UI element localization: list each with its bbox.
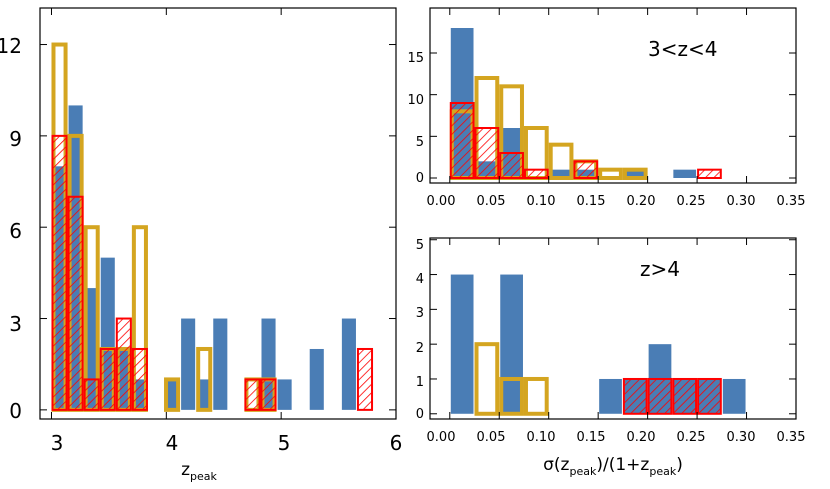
red-hatched-bar (51, 134, 68, 411)
blue-bar (277, 379, 292, 410)
x-tick-label: 0.35 (777, 194, 806, 209)
blue-bar (181, 318, 196, 410)
gold-bar (499, 376, 524, 416)
y-tick-label: 1 (416, 375, 424, 390)
x-tick-label: 0.00 (427, 430, 456, 445)
y-tick-label: 12 (0, 34, 22, 58)
left-panel: 3 4 5 6 0 3 6 9 12 zpeak (0, 7, 403, 483)
red-hatched-bar (131, 347, 148, 411)
blue-bar (500, 274, 523, 414)
x-tick-label: 0.30 (727, 194, 756, 209)
red-hatched-bar (573, 160, 599, 179)
red-hatched-bar (647, 377, 673, 415)
blue-bar (213, 318, 228, 410)
x-tick-label: 5 (278, 431, 291, 455)
x-tick-label: 0.35 (777, 430, 806, 445)
y-tick-label: 3 (9, 312, 22, 336)
blue-bar (722, 378, 746, 414)
bottom-right-axes-frame (429, 237, 797, 420)
blue-bar (309, 348, 324, 410)
blue-bar (549, 169, 573, 178)
blue-bar (623, 169, 647, 178)
gold-bar (196, 346, 213, 412)
left-ticks (40, 8, 397, 419)
red-hatched-bar (99, 347, 116, 411)
left-x-axis-label: zpeak (181, 460, 217, 483)
x-tick-label: 0.10 (527, 430, 556, 445)
top-right-panel: 3<z<4 0 5 10 15 0.00 0.05 0.10 0.15 0.20… (407, 7, 806, 209)
x-tick-label: 0.10 (527, 194, 556, 209)
red-hatched-bar (622, 377, 648, 415)
x-tick-label: 0.25 (677, 194, 706, 209)
left-bars (51, 42, 374, 412)
y-tick-label: 9 (9, 127, 22, 151)
y-tick-label: 3 (416, 306, 424, 321)
bottom-right-annotation: z>4 (640, 257, 680, 281)
left-axes-frame (39, 7, 397, 420)
red-hatched-bar (523, 168, 549, 180)
bottom-right-panel: z>4 0 1 2 3 4 5 0.00 0.05 0.10 0.15 0.20… (416, 237, 806, 478)
blue-bar (599, 378, 622, 414)
y-tick-label: 2 (416, 341, 424, 356)
red-hatched-bar (499, 152, 524, 179)
blue-bar (673, 169, 697, 178)
x-tick-label: 0.05 (477, 430, 506, 445)
red-hatched-bar (697, 377, 722, 415)
x-tick-label: 4 (166, 431, 179, 455)
left-x-ticklabels: 3 4 5 6 (51, 431, 403, 455)
red-hatched-bar (244, 378, 261, 411)
y-tick-label: 6 (9, 219, 22, 243)
bottom-right-y-ticklabels: 0 1 2 3 4 5 (416, 238, 424, 422)
red-hatched-bar (67, 195, 84, 411)
blue-bar (450, 274, 474, 414)
top-right-annotation: 3<z<4 (648, 37, 717, 61)
x-tick-label: 0.20 (627, 430, 656, 445)
x-tick-label: 0.15 (577, 194, 606, 209)
red-hatched-bar (356, 347, 374, 411)
gold-bar (548, 142, 574, 181)
blue-bar (341, 318, 356, 410)
x-tick-label: 6 (390, 431, 403, 455)
top-right-x-ticklabels: 0.00 0.05 0.10 0.15 0.20 0.25 0.30 0.35 (427, 194, 806, 209)
gold-bar (622, 167, 648, 181)
y-tick-label: 5 (416, 135, 424, 150)
blue-bar (165, 379, 180, 410)
y-tick-label: 4 (416, 272, 424, 287)
y-tick-label: 0 (9, 399, 22, 423)
y-tick-label: 0 (416, 407, 424, 422)
left-y-ticklabels: 0 3 6 9 12 (0, 34, 22, 423)
red-hatched-bar (697, 168, 722, 180)
y-tick-label: 15 (407, 51, 424, 66)
gold-bar (598, 167, 623, 181)
bottom-right-bars (450, 274, 746, 416)
red-hatched-bar (83, 378, 100, 411)
bottom-right-ticks (430, 238, 797, 419)
red-hatched-bar (115, 317, 132, 411)
y-tick-label: 5 (416, 238, 424, 253)
bottom-right-x-axis-label: σ(zpeak)/(1+zpeak) (543, 455, 683, 478)
x-tick-label: 0.05 (477, 194, 506, 209)
bottom-right-x-ticklabels: 0.00 0.05 0.10 0.15 0.20 0.25 0.30 0.35 (427, 430, 806, 445)
y-tick-label: 0 (416, 171, 424, 186)
blue-bar (197, 379, 212, 410)
red-hatched-bar (474, 127, 500, 179)
red-hatched-bar (449, 102, 475, 179)
x-tick-label: 3 (51, 431, 64, 455)
top-right-bars (449, 28, 722, 181)
gold-bar (164, 377, 181, 412)
top-right-axes-frame (429, 7, 797, 184)
x-tick-label: 0.15 (577, 430, 606, 445)
gold-bar (523, 376, 549, 416)
x-tick-label: 0.25 (677, 430, 706, 445)
x-tick-label: 0.20 (627, 194, 656, 209)
gold-bar (474, 342, 500, 416)
x-tick-label: 0.30 (727, 430, 756, 445)
red-hatched-bar (260, 378, 277, 411)
red-hatched-bar (672, 377, 698, 415)
top-right-y-ticklabels: 0 5 10 15 (407, 51, 424, 186)
top-right-ticks (430, 8, 797, 183)
x-tick-label: 0.00 (427, 194, 456, 209)
y-tick-label: 10 (407, 93, 424, 108)
